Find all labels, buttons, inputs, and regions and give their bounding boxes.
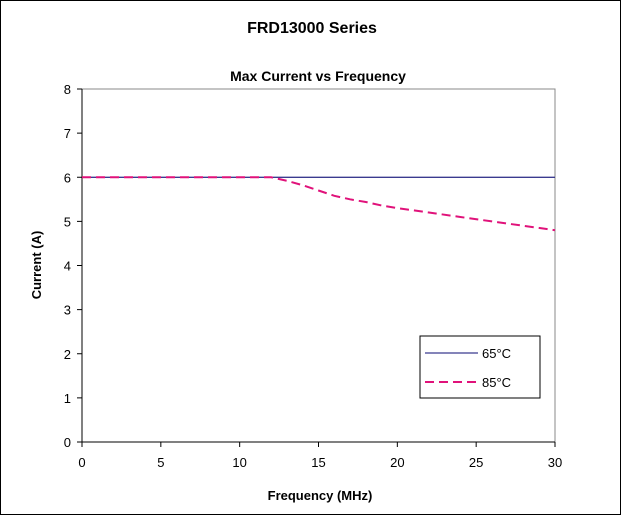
y-tick-label: 6	[64, 170, 71, 185]
axes: 0 1 2 3 4 5 6 7 8 0 5 10 15 20 25 30	[64, 82, 562, 470]
y-axis-label: Current (A)	[29, 231, 44, 300]
y-tick-label: 2	[64, 347, 71, 362]
y-tick-label: 8	[64, 82, 71, 97]
x-tick-label: 5	[157, 455, 164, 470]
series-line-1	[82, 176, 556, 232]
chart-subtitle: Max Current vs Frequency	[230, 68, 406, 84]
legend-box	[419, 335, 541, 399]
y-tick-label: 1	[64, 391, 71, 406]
legend-label-85c: 85°C	[482, 375, 511, 390]
chart-title: FRD13000 Series	[247, 20, 377, 37]
legend-label-65c: 65°C	[482, 346, 511, 361]
y-tick-label: 0	[64, 435, 71, 450]
x-axis-label: Frequency (MHz)	[268, 488, 373, 503]
y-tick-label: 3	[64, 303, 71, 318]
x-tick-label: 30	[548, 455, 562, 470]
x-tick-label: 0	[78, 455, 85, 470]
x-tick-label: 10	[232, 455, 246, 470]
x-tick-label: 15	[311, 455, 325, 470]
x-tick-label: 25	[469, 455, 483, 470]
y-tick-label: 4	[64, 259, 71, 274]
legend: 65°C 85°C	[419, 335, 541, 399]
series-group	[82, 176, 556, 232]
y-tick-label: 7	[64, 126, 71, 141]
y-tick-label: 5	[64, 214, 71, 229]
x-tick-label: 20	[390, 455, 404, 470]
